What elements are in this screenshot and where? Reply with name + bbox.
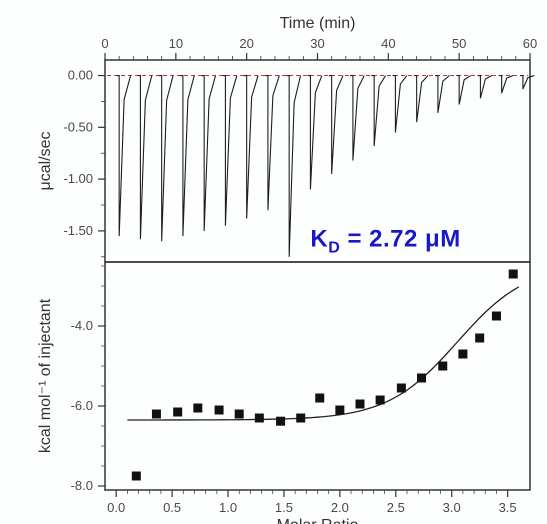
svg-text:3.5: 3.5: [499, 500, 517, 515]
data-point: [235, 410, 244, 419]
svg-text:Time (min): Time (min): [280, 15, 356, 32]
data-point: [492, 312, 501, 321]
svg-text:0.5: 0.5: [163, 500, 181, 515]
data-point: [509, 270, 518, 279]
data-point: [193, 404, 202, 413]
data-point: [376, 396, 385, 405]
svg-text:1.0: 1.0: [219, 500, 237, 515]
data-point: [475, 334, 484, 343]
svg-text:-0.50: -0.50: [63, 119, 93, 134]
svg-text:-4.0: -4.0: [71, 318, 93, 333]
data-point: [335, 406, 344, 415]
svg-text:40: 40: [381, 36, 395, 51]
data-point: [152, 410, 161, 419]
svg-text:-1.00: -1.00: [63, 171, 93, 186]
svg-text:1.5: 1.5: [275, 500, 293, 515]
data-point: [255, 414, 264, 423]
data-point: [417, 374, 426, 383]
data-point: [296, 414, 305, 423]
svg-text:60: 60: [523, 36, 537, 51]
data-point: [132, 472, 141, 481]
kd-annotation: KD = 2.72 μM: [310, 225, 460, 256]
data-point: [458, 350, 467, 359]
svg-text:-8.0: -8.0: [71, 478, 93, 493]
data-point: [315, 394, 324, 403]
svg-text:0: 0: [101, 36, 108, 51]
svg-text:2.0: 2.0: [331, 500, 349, 515]
svg-text:2.5: 2.5: [387, 500, 405, 515]
data-point: [356, 400, 365, 409]
data-point: [215, 406, 224, 415]
itc-figure: 0 10 20 30 40 50 60 Time (min) 0.00 -0.50 -1.00 -1.…: [0, 0, 547, 524]
bottom-panel: [105, 262, 530, 490]
svg-text:-6.0: -6.0: [71, 398, 93, 413]
svg-text:0.0: 0.0: [107, 500, 125, 515]
data-point: [276, 417, 285, 426]
svg-text:0.00: 0.00: [68, 68, 93, 83]
svg-canvas: 0 10 20 30 40 50 60 Time (min) 0.00 -0.50 -1.00 -1.…: [0, 0, 547, 524]
x-axis-label-bottom: Molar Ratio: [277, 517, 359, 524]
svg-text:50: 50: [452, 36, 466, 51]
svg-text:μcal/sec: μcal/sec: [37, 131, 54, 190]
svg-text:3.0: 3.0: [443, 500, 461, 515]
svg-text:20: 20: [239, 36, 253, 51]
svg-text:30: 30: [310, 36, 324, 51]
data-point: [397, 384, 406, 393]
y-axis-label-bottom: kcal mol⁻¹ of injectant: [37, 298, 54, 453]
svg-text:-1.50: -1.50: [63, 223, 93, 238]
data-point: [173, 408, 182, 417]
svg-text:10: 10: [169, 36, 183, 51]
data-point: [438, 362, 447, 371]
